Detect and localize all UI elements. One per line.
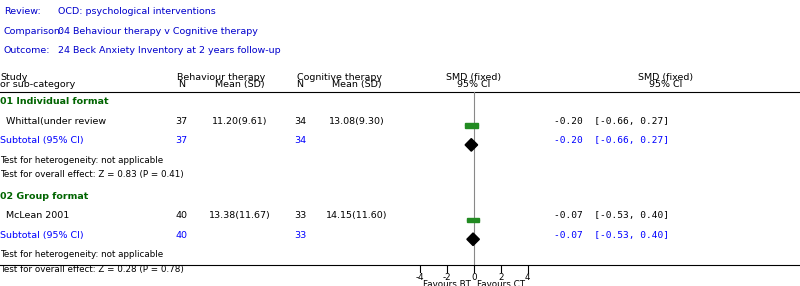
Text: Outcome:: Outcome: (4, 46, 50, 55)
Text: -2: -2 (442, 273, 451, 282)
Text: N: N (297, 80, 303, 89)
Text: Subtotal (95% CI): Subtotal (95% CI) (0, 231, 84, 239)
Text: 0: 0 (471, 273, 477, 282)
Text: -4: -4 (416, 273, 425, 282)
Text: 34: 34 (294, 117, 306, 126)
Text: Test for heterogeneity: not applicable: Test for heterogeneity: not applicable (0, 156, 163, 164)
Text: Mean (SD): Mean (SD) (215, 80, 265, 89)
Text: Mean (SD): Mean (SD) (332, 80, 382, 89)
Text: -0.07  [-0.53, 0.40]: -0.07 [-0.53, 0.40] (554, 231, 669, 239)
Polygon shape (465, 139, 478, 151)
Text: 4: 4 (525, 273, 530, 282)
Text: 40: 40 (176, 211, 187, 220)
Text: 02 Group format: 02 Group format (0, 192, 88, 200)
Text: SMD (fixed): SMD (fixed) (446, 73, 502, 82)
Text: -0.20  [-0.66, 0.27]: -0.20 [-0.66, 0.27] (554, 136, 669, 145)
Text: 11.20(9.61): 11.20(9.61) (212, 117, 268, 126)
Text: OCD: psychological interventions: OCD: psychological interventions (58, 7, 215, 16)
Text: 2: 2 (498, 273, 504, 282)
Text: 34: 34 (294, 136, 306, 145)
Text: 13.38(11.67): 13.38(11.67) (209, 211, 271, 220)
Polygon shape (467, 233, 479, 246)
Text: 14.15(11.60): 14.15(11.60) (326, 211, 387, 220)
Text: Whittal(under review: Whittal(under review (0, 117, 106, 126)
Text: Study: Study (0, 73, 27, 82)
Text: Test for overall effect: Z = 0.83 (P = 0.41): Test for overall effect: Z = 0.83 (P = 0… (0, 170, 184, 179)
Text: 95% CI: 95% CI (458, 80, 490, 89)
Text: Favours CT: Favours CT (477, 280, 525, 286)
Text: 01 Individual format: 01 Individual format (0, 97, 109, 106)
Text: Cognitive therapy: Cognitive therapy (297, 73, 382, 82)
Text: 37: 37 (175, 136, 188, 145)
Text: 04 Behaviour therapy v Cognitive therapy: 04 Behaviour therapy v Cognitive therapy (58, 27, 258, 35)
Text: 33: 33 (294, 231, 306, 239)
Text: McLean 2001: McLean 2001 (0, 211, 70, 220)
Text: Test for overall effect: Z = 0.28 (P = 0.78): Test for overall effect: Z = 0.28 (P = 0… (0, 265, 184, 274)
Text: 37: 37 (175, 117, 188, 126)
Text: -0.07  [-0.53, 0.40]: -0.07 [-0.53, 0.40] (554, 211, 669, 220)
Text: 40: 40 (176, 231, 187, 239)
Text: 95% CI: 95% CI (649, 80, 682, 89)
Text: 24 Beck Anxiety Inventory at 2 years follow-up: 24 Beck Anxiety Inventory at 2 years fol… (58, 46, 280, 55)
Text: SMD (fixed): SMD (fixed) (638, 73, 693, 82)
Text: Behaviour therapy: Behaviour therapy (178, 73, 266, 82)
Text: Comparison:: Comparison: (4, 27, 64, 35)
Text: N: N (178, 80, 185, 89)
Polygon shape (466, 218, 479, 222)
Text: -0.20  [-0.66, 0.27]: -0.20 [-0.66, 0.27] (554, 117, 669, 126)
Polygon shape (465, 123, 478, 128)
Text: or sub-category: or sub-category (0, 80, 75, 89)
Text: Subtotal (95% CI): Subtotal (95% CI) (0, 136, 84, 145)
Text: 13.08(9.30): 13.08(9.30) (329, 117, 385, 126)
Text: Test for heterogeneity: not applicable: Test for heterogeneity: not applicable (0, 250, 163, 259)
Text: 33: 33 (294, 211, 306, 220)
Text: Favours BT: Favours BT (423, 280, 471, 286)
Text: Review:: Review: (4, 7, 41, 16)
